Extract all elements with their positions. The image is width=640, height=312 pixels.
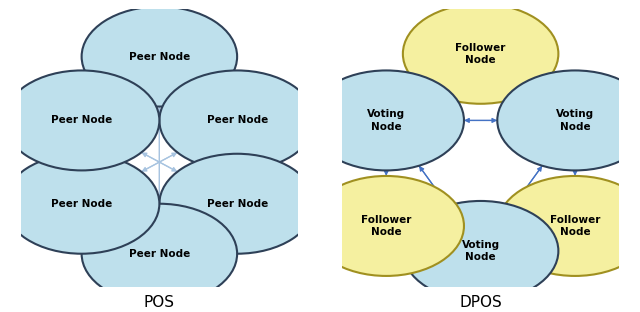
Text: Follower
Node: Follower Node — [361, 215, 412, 237]
Text: Peer Node: Peer Node — [51, 115, 112, 125]
Text: Voting
Node: Voting Node — [461, 240, 500, 262]
Text: DPOS: DPOS — [460, 295, 502, 310]
Ellipse shape — [403, 4, 558, 104]
Ellipse shape — [82, 204, 237, 304]
Text: Peer Node: Peer Node — [51, 199, 112, 209]
Ellipse shape — [497, 176, 640, 276]
Text: Peer Node: Peer Node — [207, 115, 268, 125]
Text: POS: POS — [144, 295, 175, 310]
Text: Peer Node: Peer Node — [207, 199, 268, 209]
Text: Follower
Node: Follower Node — [550, 215, 600, 237]
Ellipse shape — [159, 154, 315, 254]
Ellipse shape — [497, 71, 640, 170]
Ellipse shape — [82, 7, 237, 107]
Ellipse shape — [159, 71, 315, 170]
Text: Voting
Node: Voting Node — [367, 109, 405, 132]
Ellipse shape — [403, 201, 558, 301]
Text: Peer Node: Peer Node — [129, 249, 190, 259]
Ellipse shape — [308, 176, 464, 276]
Text: Peer Node: Peer Node — [129, 51, 190, 61]
Ellipse shape — [4, 154, 159, 254]
Ellipse shape — [308, 71, 464, 170]
Ellipse shape — [4, 71, 159, 170]
Text: Follower
Node: Follower Node — [456, 43, 506, 65]
Text: Voting
Node: Voting Node — [556, 109, 594, 132]
